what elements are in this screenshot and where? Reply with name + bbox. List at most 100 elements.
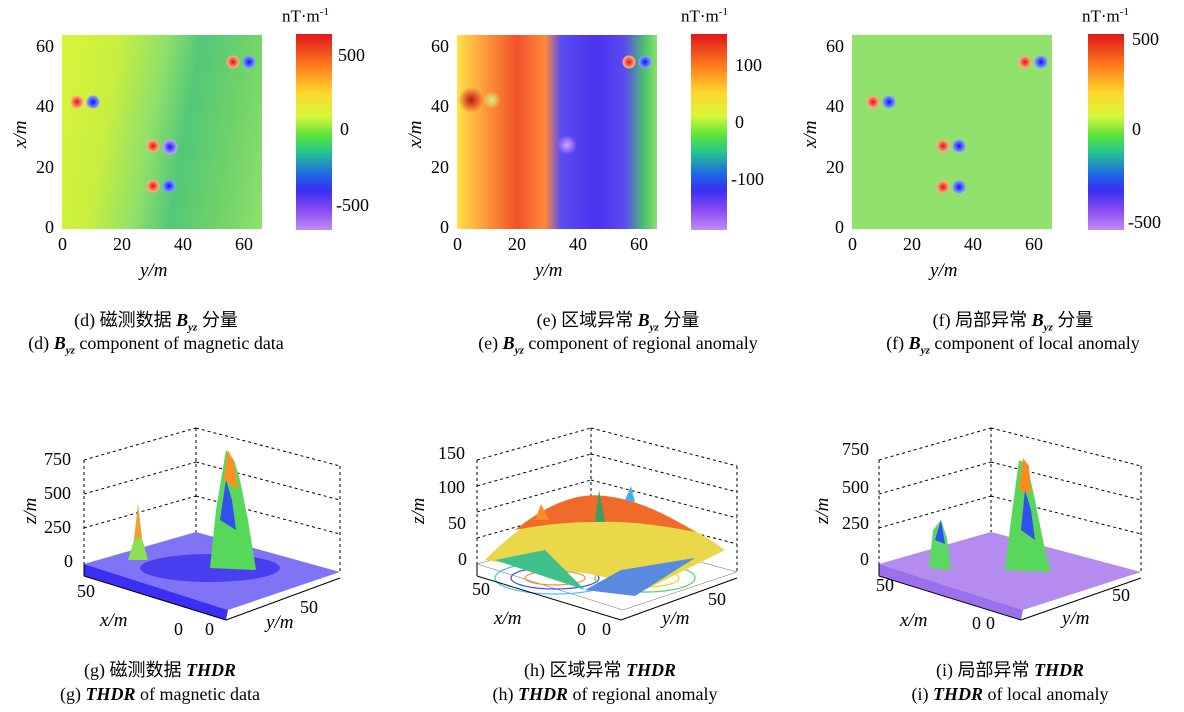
x-tick: 20 [508,234,526,254]
colorbar-tick: 0 [340,119,349,139]
z-tick: 500 [842,477,869,497]
panel-f: 60 40 20 0 0 20 40 60 x/m y/m nT·m-1 500… [790,0,1184,300]
x-tick: 0 [174,619,183,639]
x-tick: 40 [569,234,587,254]
y-axis-label: x/m [405,120,426,148]
x-tick: 0 [453,234,462,254]
y-tick: 60 [36,36,54,56]
anomaly-d-3 [146,139,160,153]
x-axis-label: y/m [535,260,562,282]
caption-text: component of regional anomaly [523,333,758,353]
caption-h-en: (h) THDR of regional anomaly [460,684,750,705]
symbol-text: B [502,333,515,353]
anomaly-e-1 [458,87,484,113]
y-tick: 50 [1112,585,1130,605]
anomaly-e-5 [557,135,577,155]
z-tick: 100 [438,477,465,497]
caption-text: of regional anomaly [568,684,718,704]
x-tick: 0 [848,234,857,254]
colorbar-tick: -100 [731,169,764,189]
y-tick: 0 [440,217,449,237]
colorbar-unit: nT·m-1 [282,6,329,27]
anomaly-f-4 [952,139,966,153]
anomaly-d-4 [162,139,178,155]
y-tick: 20 [36,157,54,177]
y-tick: 20 [826,157,844,177]
colorbar-tick: 0 [1132,119,1141,139]
byz-symbol: Byz [1031,310,1053,334]
symbol-sub: yz [920,344,930,357]
caption-text: 分量 [658,310,700,330]
surface-plot-g [83,427,341,621]
x-axis-label-text: y/m [930,260,958,281]
panel-d: 60 40 20 0 0 20 40 60 x/m y/m nT·m-1 500… [0,0,395,300]
caption-text: (d) [28,333,54,353]
z-tick: 0 [860,549,869,569]
y-tick: 50 [300,597,318,617]
caption-d-en: (d) Byz component of magnetic data [0,333,312,357]
symbol-text: B [637,310,650,330]
y-tick: 20 [431,157,449,177]
unit-text: nT·m [681,6,719,26]
caption-text: (d) 磁测数据 [74,310,177,330]
anomaly-f-2 [882,95,896,109]
anomaly-d-1 [70,95,84,109]
anomaly-f-1 [866,95,880,109]
x-tick: 20 [113,234,131,254]
thdr-symbol: THDR [933,684,984,704]
caption-f-cn: (f) 局部异常 Byz 分量 [855,306,1171,334]
byz-symbol: Byz [54,333,75,357]
caption-text: component of local anomaly [929,333,1140,353]
caption-i-cn: (i) 局部异常 THDR [890,656,1130,682]
anomaly-e-2 [483,91,501,109]
y-tick: 40 [36,96,54,116]
colorbar-tick: 100 [735,55,762,75]
colorbar-d [296,34,332,230]
caption-text: (i) [911,684,933,704]
x-axis-label-text: x/m [100,610,128,631]
caption-text: (g) [60,684,86,704]
caption-text: (e) [478,333,503,353]
caption-text: (f) [886,333,909,353]
anomaly-f-7 [1018,55,1032,69]
unit-exponent: -1 [718,6,728,18]
y-tick: 0 [45,217,54,237]
x-axis-label: y/m [930,260,957,282]
caption-text: (h) [492,684,519,704]
symbol-text: B [908,333,921,353]
y-axis-label-text: y/m [266,612,294,633]
symbol-text: B [1031,310,1044,330]
caption-f-en: (f) Byz component of local anomaly [845,333,1181,357]
z-tick: 50 [448,513,466,533]
x-axis-label-text: y/m [140,260,168,281]
heatmap-d [62,35,262,229]
caption-text: (e) 区域异常 [536,310,638,330]
colorbar-tick: 500 [1132,29,1159,49]
x-tick: 60 [235,234,253,254]
colorbar-unit: nT·m-1 [681,6,728,27]
z-tick: 750 [44,449,71,469]
symbol-text: B [176,310,189,330]
x-tick: 0 [972,613,981,633]
caption-text: (h) 区域异常 [523,660,626,680]
anomaly-d-2 [86,95,100,109]
y-tick: 60 [431,36,449,56]
anomaly-f-5 [936,180,950,194]
caption-e-cn: (e) 区域异常 Byz 分量 [460,306,776,334]
y-tick: 0 [835,217,844,237]
x-axis-label: x/m [494,608,521,630]
z-tick: 750 [842,439,869,459]
colorbar-tick: -500 [1128,212,1161,232]
anomaly-f-6 [952,180,966,194]
y-tick: 0 [602,619,611,639]
y-tick: 40 [431,96,449,116]
caption-g-en: (g) THDR of magnetic data [40,684,280,705]
y-tick: 0 [986,613,995,633]
z-axis-label: z/m [812,497,833,524]
unit-text: nT·m [1082,6,1120,26]
symbol-sub: yz [65,344,75,357]
z-tick: 500 [44,483,71,503]
x-tick: 0 [577,619,586,639]
x-tick: 40 [174,234,192,254]
caption-d-cn: (d) 磁测数据 Byz 分量 [0,306,312,334]
